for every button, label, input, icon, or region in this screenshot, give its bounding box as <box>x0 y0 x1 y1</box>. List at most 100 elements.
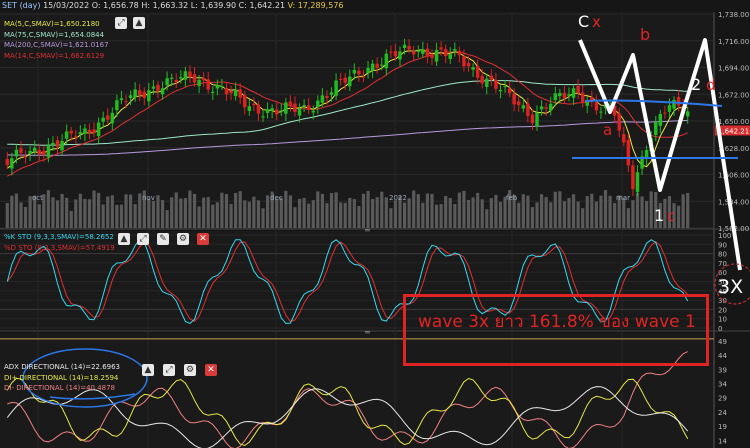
candle-body <box>580 92 585 103</box>
di-plus-legend: DI+ DIRECTIONAL (14)=18.2594 <box>4 373 119 382</box>
adx-tick-label: 14 <box>718 437 727 445</box>
candle-body <box>28 150 32 154</box>
volume-bar <box>645 201 649 228</box>
volume-bar <box>183 198 187 228</box>
volume-bar <box>434 204 439 228</box>
settings-icon[interactable]: ⚙ <box>184 364 196 376</box>
volume-bar <box>128 194 133 228</box>
price-tick-label: 1,716.00 <box>718 38 749 46</box>
candle-body <box>119 98 124 101</box>
wave-drawing <box>578 38 742 271</box>
adx-tick-label: 44 <box>718 352 727 360</box>
candle-body <box>215 84 220 89</box>
volume-bar <box>279 197 283 228</box>
candle-body <box>480 75 484 84</box>
candle-body <box>658 113 663 126</box>
candle-body <box>233 89 238 97</box>
volume-bar <box>594 201 598 228</box>
collapse-icon[interactable]: ▲ <box>133 17 145 29</box>
volume-bar <box>539 194 544 228</box>
x-axis-label: oct <box>32 194 43 202</box>
candle-body <box>489 75 494 80</box>
price-legend: MA(5,C,SMAV)=1,650.2180 MA(75,C,SMAV)=1,… <box>4 19 109 61</box>
candle-body <box>393 50 398 57</box>
volume-bar <box>667 195 672 228</box>
candle-body <box>366 67 370 74</box>
candle-body <box>430 54 434 58</box>
k-sto-line <box>6 239 689 324</box>
candle-body <box>325 96 329 98</box>
volume-bar <box>147 198 151 228</box>
candle-body <box>151 86 156 89</box>
volume-value: 17,289,576 <box>297 1 344 10</box>
candle-body <box>302 105 306 107</box>
candle-body <box>115 100 119 111</box>
edit-icon[interactable]: ✎ <box>157 233 169 245</box>
volume-bar <box>311 200 315 228</box>
candle-body <box>617 113 621 131</box>
volume-bar <box>521 194 525 228</box>
candle-body <box>284 102 288 114</box>
candle-body <box>224 87 229 95</box>
volume-bar <box>101 204 105 228</box>
volume-bar <box>124 194 128 228</box>
close-icon[interactable]: ✕ <box>205 364 217 376</box>
date-label: 15/03/2022 <box>43 1 90 10</box>
expand-icon[interactable]: ⤢ <box>115 17 127 29</box>
candle-body <box>667 105 672 112</box>
price-tick-label: 1,738.00 <box>718 11 749 19</box>
candle-body <box>475 66 480 78</box>
collapse-icon[interactable]: ▲ <box>142 364 154 376</box>
high-value: 1,663.32 <box>152 1 189 10</box>
candle-body <box>334 80 338 96</box>
candle-body <box>612 105 617 116</box>
price-tick-label: 1,606.00 <box>718 172 749 180</box>
candle-body <box>220 86 224 88</box>
expand-icon[interactable]: ⤢ <box>137 233 149 245</box>
price-tick-label: 1,650.00 <box>718 118 749 126</box>
candle-body <box>160 88 165 95</box>
candle-body <box>156 84 160 91</box>
candle-body <box>297 108 302 116</box>
ma5-legend: MA(5,C,SMAV)=1,650.2180 <box>4 20 100 28</box>
collapse-icon[interactable]: ▲ <box>118 233 130 245</box>
candle-body <box>402 44 407 49</box>
volume-bar <box>535 202 539 228</box>
target-circle <box>714 263 750 305</box>
close-icon[interactable]: ✕ <box>197 233 209 245</box>
volume-bar <box>658 202 662 228</box>
candle-body <box>206 79 210 90</box>
annotation-note: wave 3x ยาว 161.8% ของ wave 1 <box>418 312 696 332</box>
candle-body <box>243 95 247 108</box>
candle-body <box>539 106 544 110</box>
candle-body <box>466 62 471 67</box>
candle-body <box>640 156 644 169</box>
volume-bar <box>165 210 169 228</box>
expand-icon[interactable]: ⤢ <box>163 364 175 376</box>
candle-body <box>110 112 115 124</box>
volume-bar <box>206 197 210 228</box>
candle-body <box>229 90 233 94</box>
candle-body <box>553 93 558 101</box>
volume-bar <box>46 190 50 228</box>
volume-bar <box>407 198 411 228</box>
volume-bar <box>224 194 229 228</box>
symbol-label: SET (day) <box>2 1 41 10</box>
settings-icon[interactable]: ⚙ <box>177 233 189 245</box>
candle-body <box>306 105 311 110</box>
volume-bar <box>654 192 658 228</box>
volume-bar <box>371 199 375 228</box>
volume-bar <box>156 195 160 228</box>
volume-bar <box>512 194 516 228</box>
candle-body <box>498 89 503 92</box>
candle-body <box>51 142 55 145</box>
volume-bar <box>498 201 503 228</box>
wave-label: x <box>592 13 601 31</box>
volume-bar <box>672 203 676 228</box>
candle-body <box>471 67 475 70</box>
volume-bar <box>384 197 388 228</box>
volume-bar <box>562 201 567 228</box>
volume-bar <box>238 191 242 228</box>
volume-bar <box>265 195 270 228</box>
candle-body <box>439 47 443 50</box>
